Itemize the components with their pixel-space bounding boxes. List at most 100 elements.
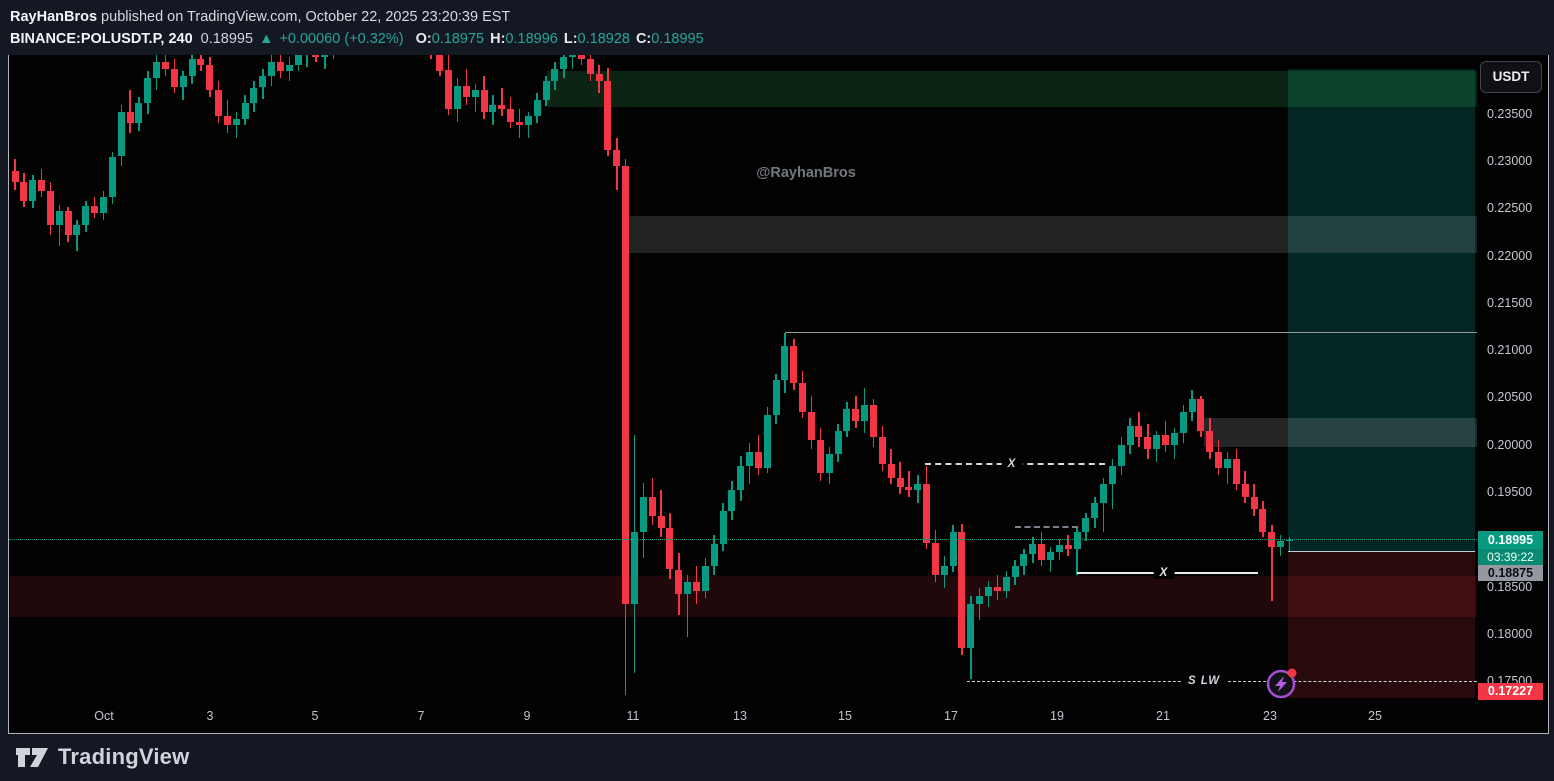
candle-body (188, 59, 196, 77)
candle-body (55, 211, 63, 226)
candle-body (560, 57, 568, 69)
time-scale[interactable]: Oct 3 5 7 9 11 13 15 17 19 21 23 25 (9, 702, 1546, 732)
candle-body (923, 484, 931, 544)
candle-body (878, 437, 886, 464)
candle-body (1020, 554, 1028, 566)
candle-body (1215, 452, 1223, 469)
price-scale[interactable]: USDT 0.18995 03:39:22 0.18875 0.17227 0.… (1477, 55, 1547, 702)
candle-body (524, 115, 532, 126)
candle-body (710, 543, 718, 566)
candle-body (684, 581, 692, 595)
price-tick: 0.21000 (1487, 343, 1533, 358)
candle-body (1029, 543, 1037, 555)
candle-body (861, 405, 869, 422)
price-tick: 0.21500 (1487, 295, 1533, 310)
candle-body (1232, 458, 1240, 485)
candle-body (170, 68, 178, 88)
candle-body (489, 104, 497, 113)
candle-body (586, 59, 594, 75)
tradingview-wordmark[interactable]: TradingView (58, 744, 190, 769)
candle-body (569, 55, 577, 58)
candle-body (551, 68, 559, 81)
symbol-info-bar: BINANCE:POLUSDT.P, 240 0.18995 ▲ +0.0006… (10, 28, 704, 50)
candle-body (1241, 484, 1249, 497)
close-value: 0.18995 (651, 31, 704, 47)
author-name: RayHanBros (10, 9, 98, 25)
candle-body (1188, 399, 1196, 412)
time-tick: 3 (206, 709, 214, 723)
candle-wick (1288, 537, 1291, 551)
candle-body (38, 180, 46, 192)
last-price-label: 0.18995 03:39:22 (1478, 531, 1543, 565)
candle-body (20, 182, 28, 201)
candle-body (613, 149, 621, 166)
candle-body (82, 205, 90, 226)
candle-body (542, 80, 550, 100)
candle-body (161, 61, 169, 69)
candle-body (533, 99, 541, 116)
price-tick: 0.18500 (1487, 579, 1533, 594)
candle-body (1082, 518, 1090, 532)
price-tick: 0.22500 (1487, 201, 1533, 216)
candle-body (896, 477, 904, 488)
candle-body (294, 55, 302, 65)
candle-body (728, 490, 736, 511)
entry-price-label: 0.18875 (1478, 565, 1543, 581)
candle-body (1206, 430, 1214, 453)
candle-body (462, 85, 470, 97)
time-tick: 11 (626, 709, 640, 723)
candle-body (259, 76, 267, 88)
candle-wick (76, 219, 78, 251)
candle-body (869, 405, 877, 438)
candle-body (277, 61, 284, 72)
candle-body (454, 85, 461, 110)
candle-body (985, 586, 992, 596)
candle-body (949, 531, 957, 566)
candle-body (232, 118, 240, 126)
candle-body (967, 603, 975, 648)
candle-body (763, 414, 771, 469)
demand-zone (10, 576, 1477, 617)
candle-body (135, 102, 143, 124)
price-tick: 0.23500 (1487, 106, 1533, 121)
price-tick: 0.20000 (1487, 437, 1533, 452)
liquidity-line-upper-label: X (1001, 457, 1023, 470)
supply-zone-top (547, 71, 1477, 108)
candle-body (754, 452, 762, 469)
currency-toggle-button[interactable]: USDT (1480, 61, 1542, 93)
candle-body (1197, 399, 1205, 431)
entry-line (1288, 550, 1475, 552)
candle-body (1285, 539, 1293, 542)
candle-wick (1076, 527, 1078, 576)
symbol-title[interactable]: BINANCE:POLUSDT.P, 240 (10, 31, 193, 47)
candle-body (445, 70, 453, 110)
watermark: @RayhanBros (756, 165, 856, 181)
alert-bolt-icon[interactable] (1265, 666, 1299, 700)
header: RayHanBros published on TradingView.com,… (10, 6, 704, 50)
price-tick: 0.20500 (1487, 390, 1533, 405)
candle-body (1135, 425, 1143, 438)
candle-wick (474, 83, 476, 113)
candle-body (666, 527, 674, 570)
candle-wick (315, 55, 317, 62)
candle-body (1126, 425, 1134, 445)
candle-body (675, 569, 683, 595)
candle-body (436, 55, 444, 71)
price-tick: 0.18000 (1487, 626, 1533, 641)
candle-body (940, 565, 948, 576)
candle-body (976, 595, 984, 604)
candle-body (126, 112, 134, 124)
candle-body (100, 197, 107, 214)
candle-wick (978, 588, 981, 620)
candle-body (29, 180, 37, 201)
candle-body (595, 74, 603, 81)
candle-body (1002, 577, 1010, 592)
time-tick: 19 (1050, 709, 1064, 723)
plot-area[interactable]: @RayhanBros X X S LW (9, 55, 1477, 702)
candle-body (215, 90, 223, 116)
candle-body (1011, 565, 1019, 578)
candle-body (241, 102, 249, 119)
candle-body (1250, 496, 1258, 509)
candle-body (498, 104, 506, 110)
